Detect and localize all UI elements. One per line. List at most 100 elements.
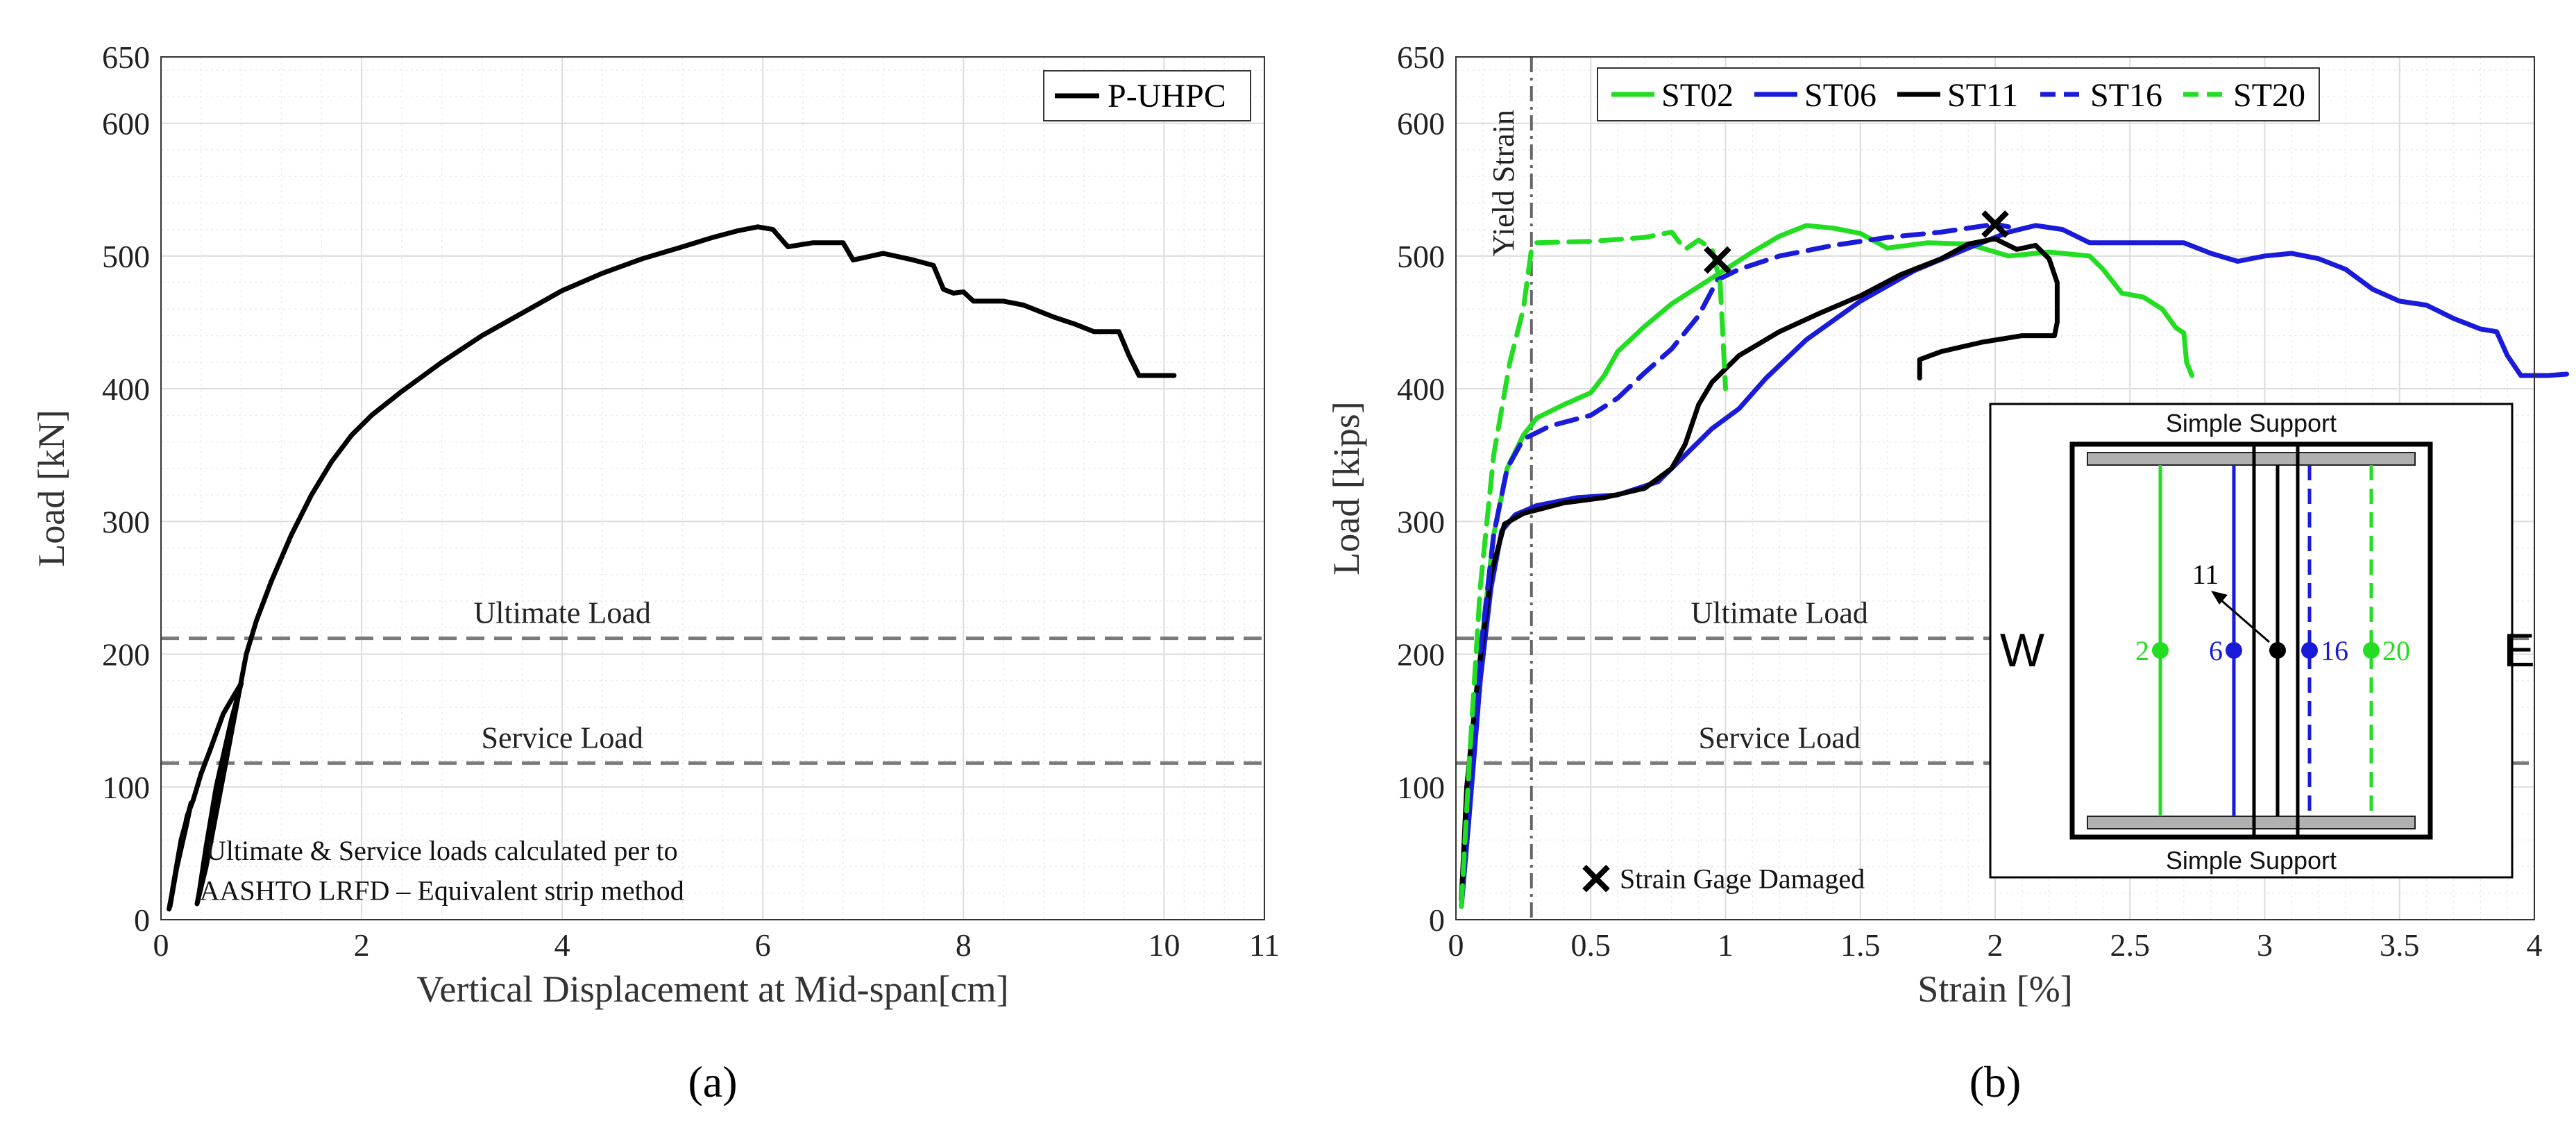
x-tick-label: 11 [1249, 927, 1280, 963]
damage-key-label: Strain Gage Damaged [1620, 863, 1865, 895]
series-line-st20 [1459, 229, 1728, 909]
gauge-11-pointer-arrow [2216, 595, 2270, 643]
legend-label-st20: ST20 [2233, 77, 2305, 114]
chart-b-tick-labels: 0 0.5 1 1.5 2 2.5 3 3.5 4 0 100 200 300 400 500 600 650 [1397, 40, 2543, 963]
x-tick-label: 8 [956, 927, 972, 963]
x-tick-label: 6 [755, 927, 771, 963]
legend-label-st06: ST06 [1804, 77, 1876, 114]
chart-a-series [167, 224, 1177, 912]
reference-label-service-load: Service Load [1699, 720, 1861, 754]
y-tick-label: 300 [1397, 504, 1445, 539]
chart-a-ylabel: Load [kN] [31, 410, 72, 566]
top-support-bar [2087, 452, 2416, 466]
bottom-support-bar [2087, 816, 2416, 829]
damage-key: Strain Gage Damaged [1582, 863, 1865, 895]
chart-b-yield-strain: Yield Strain [1486, 57, 1533, 920]
legend-label-st02: ST02 [1661, 77, 1734, 114]
inset-gauge-dot [2226, 642, 2242, 659]
inset-gauge-dot [2152, 642, 2169, 659]
chart-a-reference-lines: Ultimate Load Service Load [161, 596, 1264, 765]
chart-a-note-line-2: AASHTO LRFD – Equivalent strip method [200, 875, 684, 906]
reference-label-ultimate-load: Ultimate Load [473, 596, 650, 630]
chart-b-legend-box [1597, 67, 2320, 121]
series-line-st11 [1459, 236, 2060, 902]
x-tick-label: 2 [354, 927, 370, 963]
y-tick-label: 200 [102, 637, 150, 673]
chart-b-series [1459, 221, 2570, 909]
chart-b-legend: ST02 ST06 ST11 ST16 ST20 [1597, 67, 2320, 121]
chart-b-ylabel: Load [kips] [1325, 401, 1367, 575]
y-tick-label: 500 [102, 239, 150, 274]
legend-label-p-uhpc: P-UHPC [1108, 78, 1226, 115]
x-tick-label: 0 [153, 927, 169, 963]
y-tick-label: 400 [1397, 371, 1445, 407]
inset-gauge-dot [2363, 642, 2380, 659]
series-line-st16 [1459, 221, 2011, 909]
x-tick-label: 0.5 [1571, 927, 1611, 963]
chart-b-xlabel: Strain [%] [1917, 968, 2072, 1010]
gauge-layout-inset: Simple Support Simple Support W E 2 6 16 20… [1989, 403, 2535, 879]
y-tick-label: 650 [102, 40, 150, 75]
chart-a-legend: P-UHPC [1043, 70, 1251, 121]
y-tick-label: 0 [1429, 902, 1445, 938]
chart-a-note-line-1: Ultimate & Service loads calculated per … [206, 835, 678, 866]
chart-a: Ultimate Load Service Load 0 2 4 6 8 10 11 0 100 2… [31, 40, 1280, 1106]
x-tick-label: 1.5 [1840, 927, 1881, 963]
x-tick-label: 4 [2527, 927, 2543, 963]
chart-a-frame [160, 56, 1265, 920]
x-tick-label: 2 [1988, 927, 2003, 963]
chart-a-tick-labels: 0 2 4 6 8 10 11 0 100 200 300 400 500 600 650 [102, 40, 1280, 963]
gauge-11-label: 11 [2192, 559, 2219, 590]
east-label: E [2503, 624, 2534, 677]
inset-gauge-label-6: 6 [2209, 635, 2223, 666]
west-label: W [2000, 624, 2044, 677]
chart-b: Ultimate Load Service Load Yield Strain 0… [1325, 40, 2570, 1106]
bottom-support-label: Simple Support [2166, 846, 2337, 875]
legend-label-st11: ST11 [1947, 77, 2018, 114]
x-tick-label: 3 [2257, 927, 2273, 963]
y-tick-label: 650 [1397, 40, 1445, 75]
y-tick-label: 100 [102, 770, 150, 805]
inset-gauge-dot [2269, 642, 2286, 659]
damage-marker-st16 [1981, 210, 2009, 238]
x-tick-label: 4 [554, 927, 570, 963]
chart-a-xlabel: Vertical Displacement at Mid-span[cm] [416, 968, 1008, 1010]
chart-b-frame [1455, 56, 2535, 920]
top-support-label: Simple Support [2166, 409, 2337, 437]
yield-strain-label: Yield Strain [1486, 110, 1520, 256]
reference-label-service-load: Service Load [482, 720, 643, 754]
series-line-st06 [1459, 223, 2570, 909]
inset-frame [1989, 403, 2514, 879]
damage-marker-st16 [1704, 246, 1731, 274]
y-tick-label: 400 [102, 371, 150, 407]
y-tick-label: 300 [102, 504, 150, 539]
gauge-11-arrowhead [2211, 591, 2228, 605]
damage-key-x-icon [1582, 864, 1610, 893]
x-tick-label: 2.5 [2110, 927, 2151, 963]
y-tick-label: 100 [1397, 770, 1445, 805]
chart-a-grid [160, 56, 1265, 920]
chart-b-damage-markers [1704, 210, 2009, 274]
reference-label-ultimate-load: Ultimate Load [1691, 596, 1868, 630]
y-tick-label: 200 [1397, 637, 1445, 673]
inset-gauge-label-2: 2 [2135, 635, 2149, 666]
inset-gauge-label-20: 20 [2382, 635, 2410, 666]
inset-gauge-label-16: 16 [2321, 635, 2348, 666]
x-tick-label: 3.5 [2380, 927, 2420, 963]
series-line-p-uhpc [167, 224, 1177, 912]
series-line-st02 [1459, 223, 2195, 909]
y-tick-label: 500 [1397, 239, 1445, 274]
y-tick-label: 600 [1397, 106, 1445, 142]
x-tick-label: 0 [1448, 927, 1464, 963]
legend-label-st16: ST16 [2090, 77, 2162, 114]
chart-b-caption: (b) [1969, 1057, 2022, 1106]
x-tick-label: 1 [1718, 927, 1734, 963]
inset-slab-outline [2069, 441, 2433, 840]
chart-a-legend-box [1043, 70, 1251, 121]
inset-gauge-lines: 2 6 16 20 [2135, 444, 2410, 837]
chart-a-caption: (a) [688, 1057, 737, 1106]
y-tick-label: 0 [134, 902, 150, 938]
x-tick-label: 10 [1148, 927, 1180, 963]
y-tick-label: 600 [102, 106, 150, 142]
